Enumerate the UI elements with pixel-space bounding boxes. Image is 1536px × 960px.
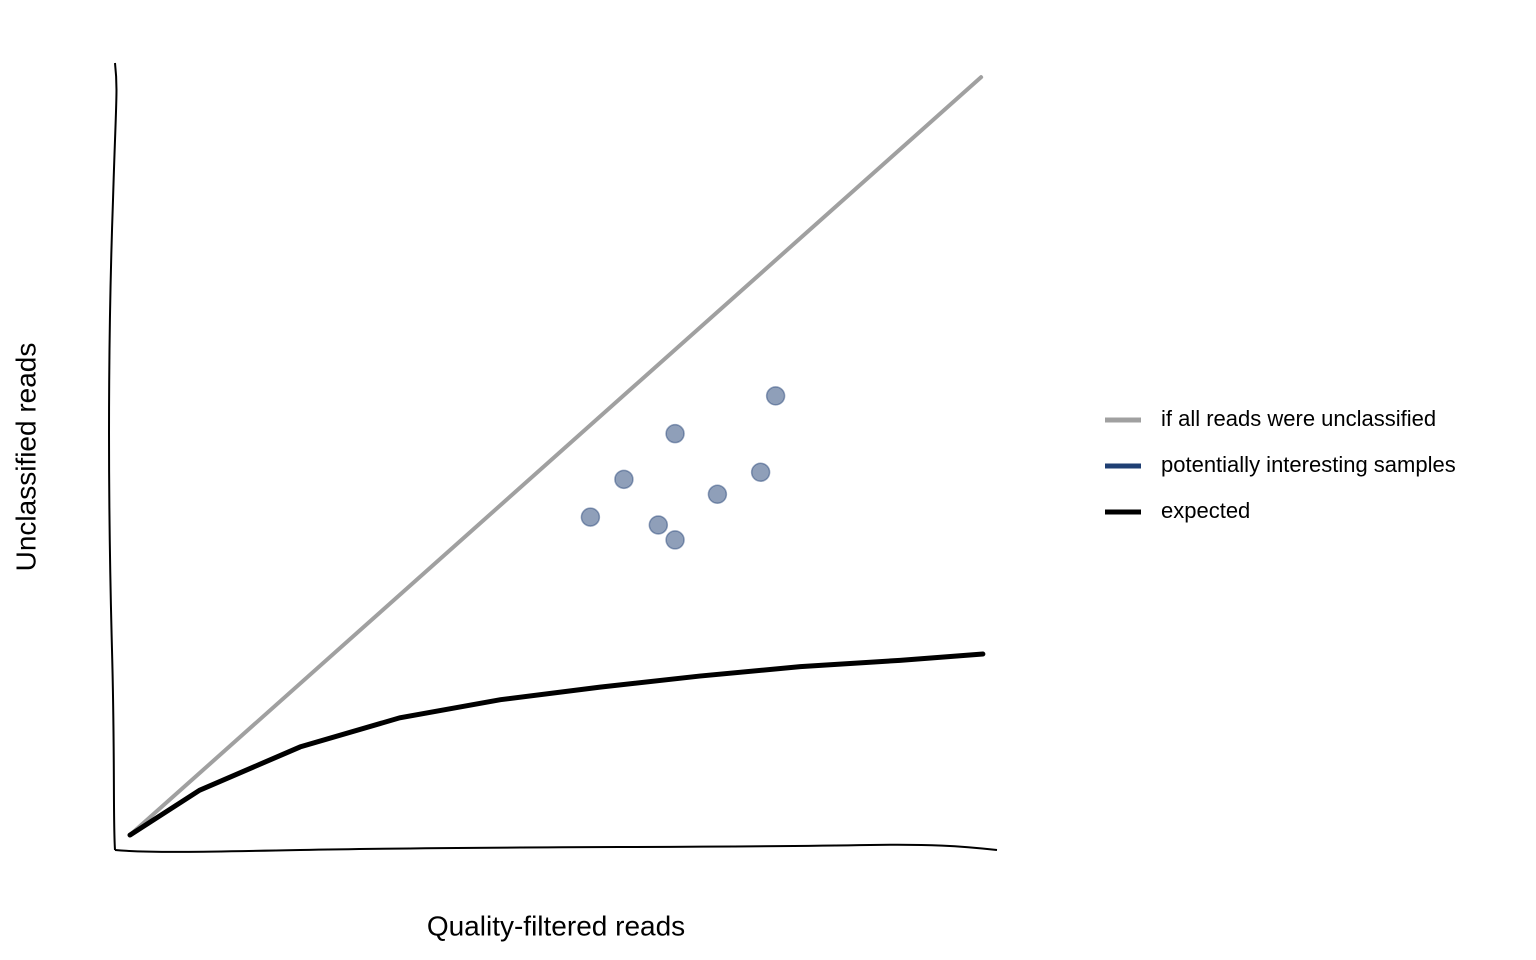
- scatter-point: [765, 386, 786, 406]
- line-series: [127, 651, 986, 838]
- scatter-point: [580, 507, 601, 527]
- scatter-point: [750, 462, 771, 482]
- plot-area: [127, 75, 986, 838]
- scatter-point: [665, 530, 685, 550]
- y-axis-line: [108, 62, 118, 851]
- x-axis-title: Quality-filtered reads: [427, 910, 685, 941]
- scatter-point: [614, 469, 634, 490]
- line-series: [127, 75, 984, 838]
- x-axis-line: [114, 843, 998, 853]
- legend-label: potentially interesting samples: [1161, 452, 1456, 477]
- y-axis-title: Unclassified reads: [10, 343, 41, 572]
- scatter-point: [648, 515, 669, 535]
- legend: if all reads were unclassified potentiall…: [1105, 406, 1456, 523]
- scatter-point: [707, 484, 728, 505]
- legend-label: if all reads were unclassified: [1161, 406, 1436, 431]
- scatter-point: [665, 423, 685, 444]
- legend-label: expected: [1161, 498, 1250, 523]
